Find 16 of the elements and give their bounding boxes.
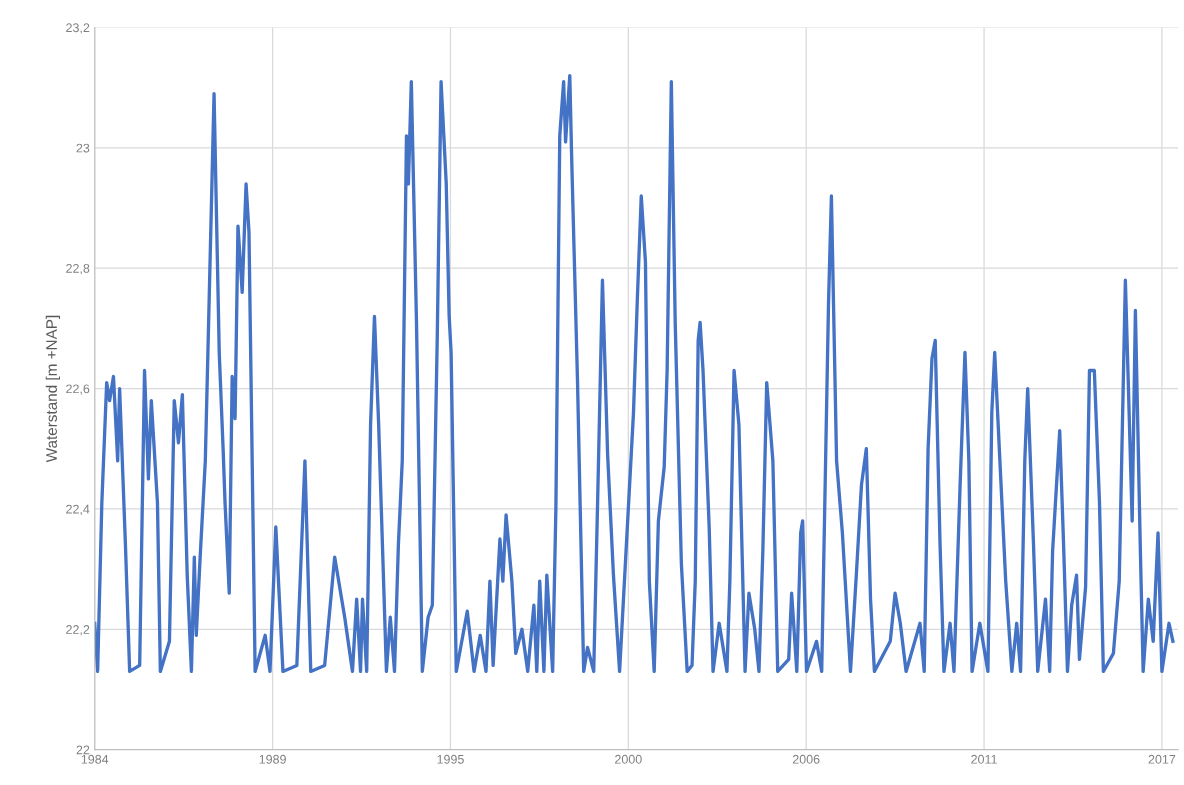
y-tick-label: 22,4 (66, 504, 90, 516)
y-tick-label: 22 (76, 745, 90, 755)
x-tick-label: 2000 (615, 754, 642, 764)
x-tick-label: 1984 (81, 754, 109, 764)
y-tick-label: 22,8 (66, 264, 90, 275)
y-tick-label: 23 (76, 143, 90, 153)
line-series (94, 73, 1175, 674)
x-tick-label: 2011 (971, 754, 997, 764)
y-tick-label: 22,2 (66, 625, 90, 636)
y-tick-label: 23,2 (66, 23, 90, 34)
x-tick-label: 1989 (259, 754, 286, 764)
x-tick-label: 1995 (437, 754, 464, 764)
x-tick-label: 2006 (792, 754, 820, 764)
x-tick-label: 2017 (1148, 754, 1176, 764)
y-tick-label: 22,6 (66, 384, 90, 395)
y-axis-title: Waterstand [m +NAP] (45, 315, 60, 463)
